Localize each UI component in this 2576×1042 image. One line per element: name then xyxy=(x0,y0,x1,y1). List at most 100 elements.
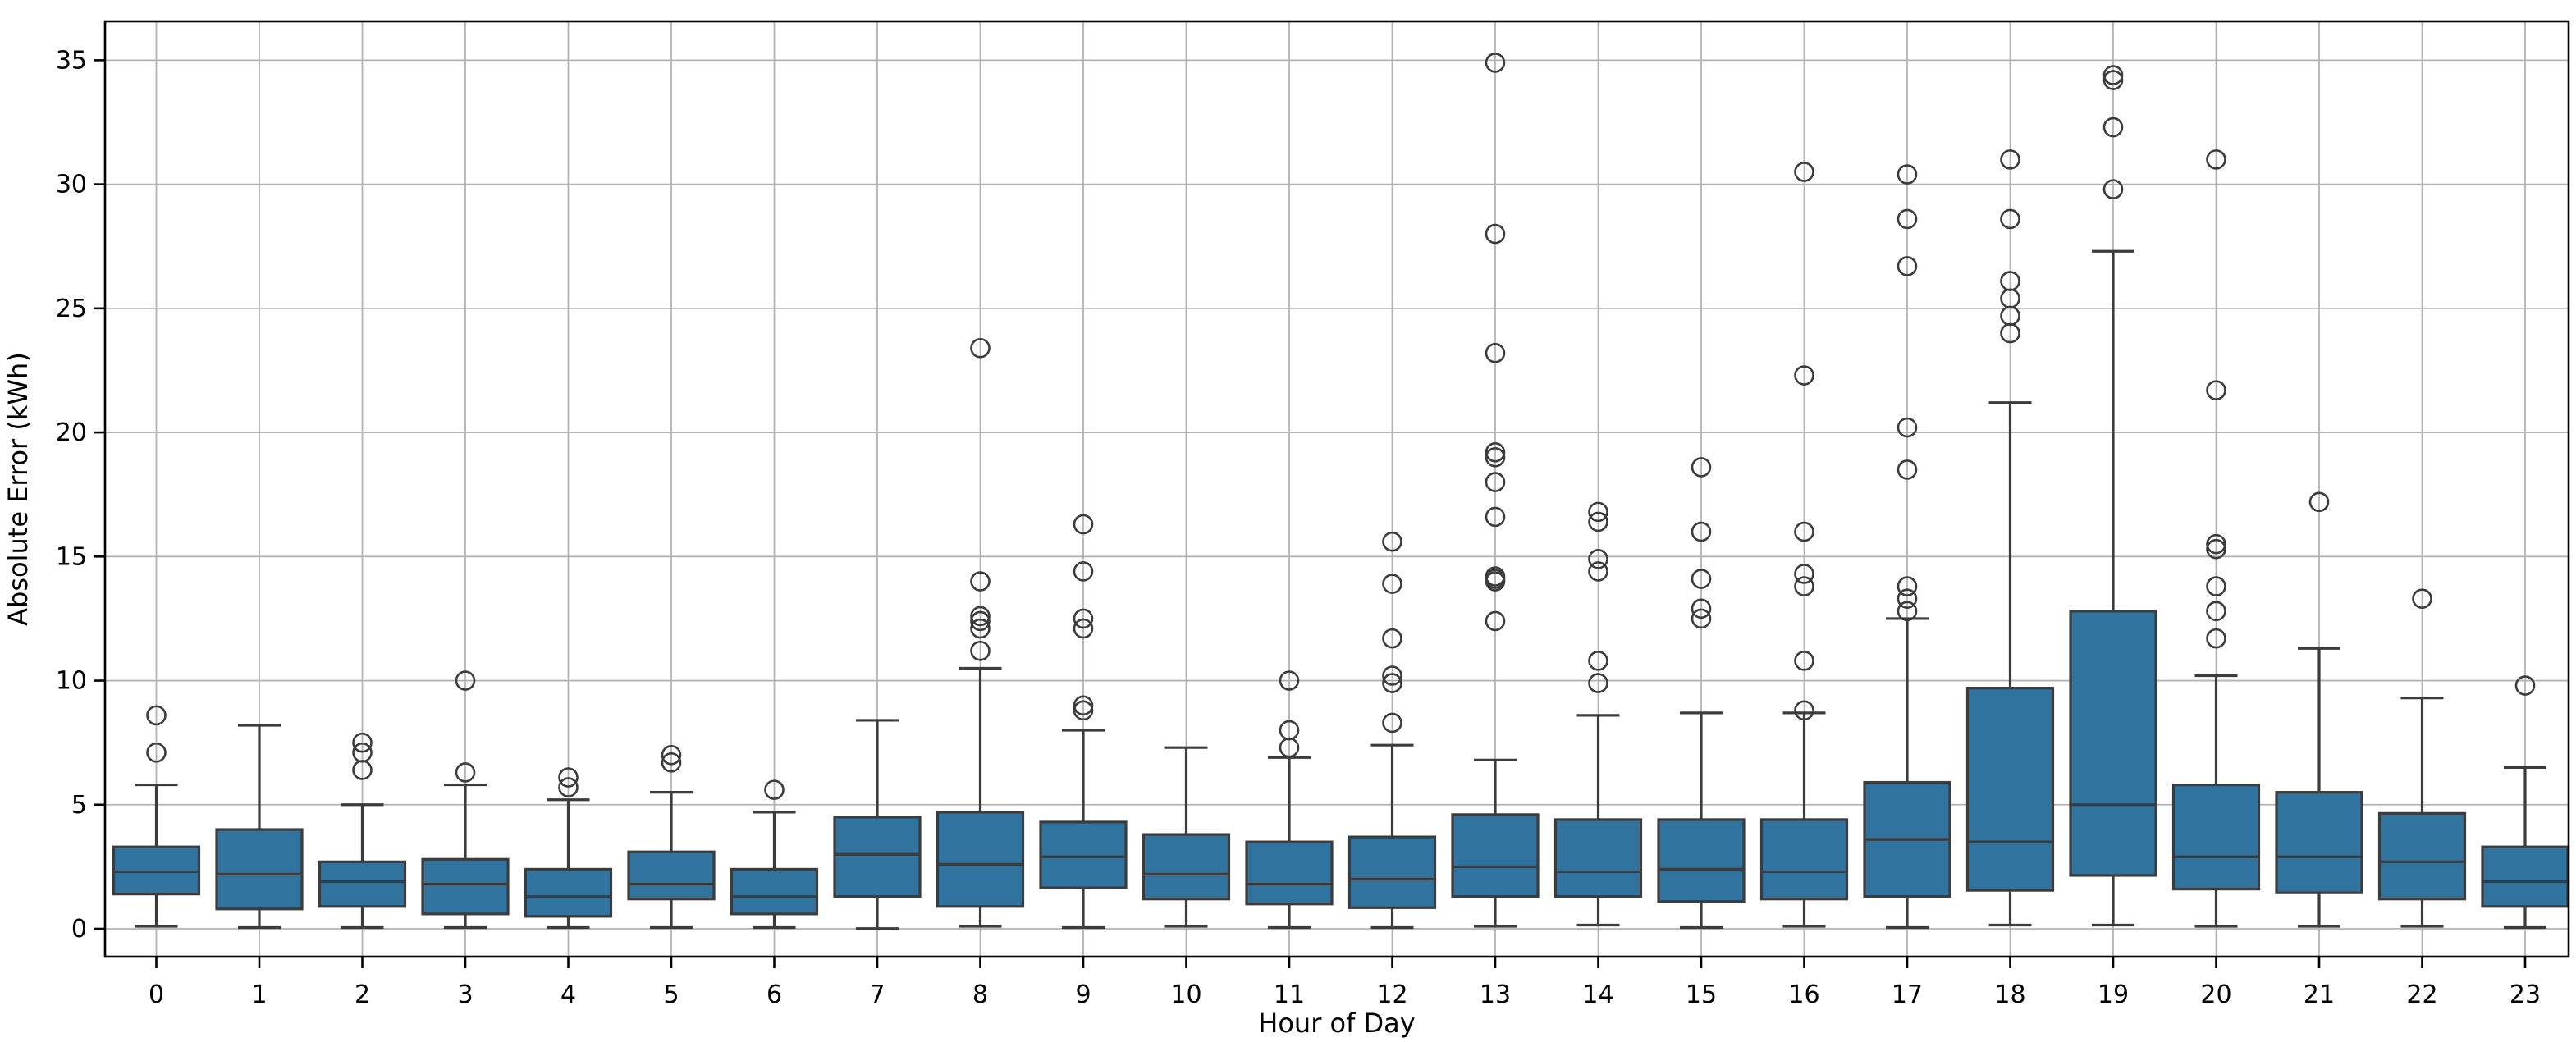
x-tick-label: 13 xyxy=(1480,980,1511,1009)
outlier-point xyxy=(1485,441,1506,463)
outlier-point xyxy=(2000,271,2020,291)
box xyxy=(1553,818,1643,898)
box-group-hour-7 xyxy=(833,719,922,930)
x-tick-label: 14 xyxy=(1582,980,1613,1009)
x-tick-label: 6 xyxy=(766,980,782,1009)
outlier-point xyxy=(1691,521,1712,542)
box xyxy=(2069,610,2157,877)
outlier-point xyxy=(970,610,991,632)
outlier-point xyxy=(1588,673,1608,693)
box xyxy=(1657,818,1746,903)
outlier-point xyxy=(1897,576,1918,596)
x-tick-label: 11 xyxy=(1274,980,1305,1009)
outlier-point xyxy=(2206,533,2226,555)
outlier-point xyxy=(1073,618,1094,639)
outlier-point xyxy=(1897,256,1918,276)
outlier-point xyxy=(1691,457,1712,478)
box-group-hour-19 xyxy=(2069,65,2157,927)
outlier-point xyxy=(2206,601,2226,622)
x-tick-label: 5 xyxy=(663,980,679,1009)
x-tick-label: 3 xyxy=(457,980,473,1009)
x-tick-label: 1 xyxy=(251,980,267,1009)
outlier-point xyxy=(1897,601,1918,622)
outlier-point xyxy=(2000,149,2020,170)
outlier-point xyxy=(2102,117,2124,138)
box-group-hour-4 xyxy=(524,767,613,930)
y-tick-label: 10 xyxy=(56,667,87,696)
box xyxy=(215,828,304,911)
outlier-point xyxy=(1794,162,1814,182)
outlier-point xyxy=(1485,342,1506,363)
outlier-point xyxy=(661,752,682,773)
outlier-point xyxy=(1588,501,1608,523)
outlier-point xyxy=(1382,673,1402,693)
outlier-point xyxy=(1073,561,1094,582)
x-tick-label: 8 xyxy=(972,980,988,1009)
box xyxy=(1039,820,1128,889)
x-tick-label: 7 xyxy=(869,980,885,1009)
outlier-point xyxy=(1485,566,1506,587)
y-tick-label: 25 xyxy=(56,295,87,323)
outlier-point xyxy=(1897,208,1918,230)
box-group-hour-17 xyxy=(1863,164,1951,930)
outlier-point xyxy=(970,640,991,661)
outlier-point xyxy=(352,742,373,763)
box-group-hour-15 xyxy=(1657,457,1746,930)
box xyxy=(524,867,613,918)
outlier-point xyxy=(1794,700,1814,721)
outlier-point xyxy=(558,767,579,788)
box xyxy=(1347,835,1437,909)
outlier-point xyxy=(1382,531,1402,552)
outlier-point xyxy=(558,777,579,797)
outlier-point xyxy=(1794,564,1814,584)
box-group-hour-21 xyxy=(2275,491,2363,928)
outlier-point xyxy=(1897,164,1918,185)
box-group-hour-18 xyxy=(1965,149,2055,927)
outlier-point xyxy=(970,337,991,359)
box xyxy=(1451,813,1540,898)
outlier-point xyxy=(2000,208,2020,230)
outlier-point xyxy=(1073,608,1094,629)
box-group-hour-8 xyxy=(936,337,1025,928)
outlier-point xyxy=(1382,628,1402,649)
axes-spines xyxy=(103,20,2570,958)
y-tick-label: 20 xyxy=(56,418,87,447)
box xyxy=(833,816,922,898)
x-tick-label: 19 xyxy=(2098,980,2129,1009)
outlier-point xyxy=(2206,538,2226,560)
box-group-hour-16 xyxy=(1759,162,1849,928)
outlier-point xyxy=(2206,576,2226,596)
box xyxy=(421,857,510,916)
outlier-point xyxy=(1897,588,1918,610)
box-group-hour-12 xyxy=(1347,531,1437,930)
x-tick-label: 18 xyxy=(1994,980,2025,1009)
x-tick-label: 23 xyxy=(2510,980,2541,1009)
outlier-point xyxy=(455,762,476,783)
outlier-point xyxy=(2514,675,2536,696)
box xyxy=(627,850,716,901)
outlier-point xyxy=(1382,665,1402,686)
outlier-point xyxy=(1691,608,1712,629)
outlier-point xyxy=(1485,506,1506,528)
outlier-point xyxy=(661,744,682,766)
box xyxy=(1142,833,1231,901)
y-axis-label: Absolute Error (kWh) xyxy=(2,352,34,626)
outlier-point xyxy=(970,606,991,627)
x-tick-label: 10 xyxy=(1170,980,1201,1009)
outlier-point xyxy=(1588,511,1608,532)
box-group-hour-6 xyxy=(730,779,819,930)
x-tick-label: 4 xyxy=(560,980,576,1009)
outlier-point xyxy=(1485,472,1506,492)
outlier-point xyxy=(1691,569,1712,589)
x-tick-label: 20 xyxy=(2200,980,2231,1009)
outlier-point xyxy=(1897,459,1918,480)
x-tick-label: 17 xyxy=(1892,980,1923,1009)
outlier-point xyxy=(2206,380,2226,400)
x-tick-label: 9 xyxy=(1075,980,1091,1009)
outlier-point xyxy=(1279,670,1300,691)
box-group-hour-9 xyxy=(1039,514,1128,930)
box-group-hour-0 xyxy=(112,705,201,928)
outlier-point xyxy=(2412,588,2432,610)
outlier-point xyxy=(1073,514,1094,535)
